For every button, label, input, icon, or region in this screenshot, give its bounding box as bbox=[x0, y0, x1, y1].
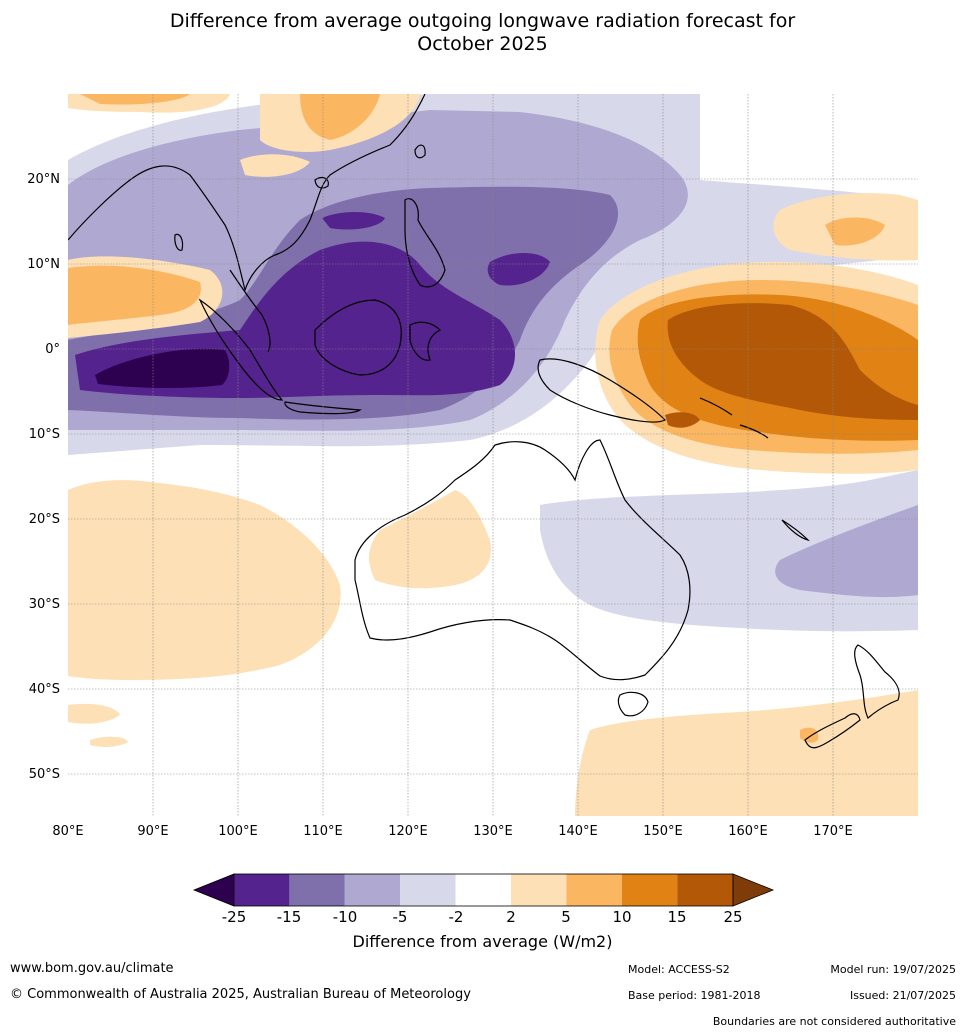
colorbar-tick: 15 bbox=[667, 908, 686, 926]
contour-neg25-neg15-north bbox=[487, 253, 550, 286]
coast-java bbox=[284, 401, 362, 415]
coastlines bbox=[68, 94, 900, 749]
colorbar-tick: 25 bbox=[723, 908, 742, 926]
map-title: Difference from average outgoing longwav… bbox=[0, 10, 965, 56]
lon-label: 80°E bbox=[52, 824, 83, 839]
colorbar-bin bbox=[677, 874, 733, 906]
lon-labels: 80°E 90°E 100°E 110°E 120°E 130°E 140°E … bbox=[52, 824, 852, 839]
coast-borneo bbox=[314, 299, 402, 376]
contour-pos2-5-aus bbox=[368, 490, 491, 589]
lon-label: 170°E bbox=[813, 824, 853, 839]
contour-pos5-10-nz bbox=[800, 727, 819, 743]
title-line-1: Difference from average outgoing longwav… bbox=[169, 10, 796, 32]
colorbar-extend-low bbox=[192, 873, 235, 907]
colorbar-bin bbox=[289, 874, 345, 906]
colorbar-tick: -25 bbox=[222, 908, 247, 926]
lon-label: 100°E bbox=[218, 824, 258, 839]
boundaries-note: Boundaries are not considered authoritat… bbox=[712, 1015, 956, 1028]
coast-philippines bbox=[404, 198, 446, 288]
colorbar-bin bbox=[234, 874, 290, 906]
coast-malay-peninsula bbox=[229, 269, 271, 353]
contour-pos5-10-io bbox=[68, 265, 201, 325]
lon-label: 150°E bbox=[643, 824, 683, 839]
contour-lt-neg25 bbox=[95, 348, 230, 388]
lat-label: 20°N bbox=[27, 172, 60, 187]
colorbar-bin bbox=[400, 874, 456, 906]
colorbar-bin bbox=[566, 874, 622, 906]
coast-tasmania bbox=[617, 691, 649, 717]
lat-label: 0° bbox=[45, 342, 60, 357]
lat-label: 40°S bbox=[29, 682, 60, 697]
coast-nz-north bbox=[854, 644, 900, 719]
website-link[interactable]: www.bom.gov.au/climate bbox=[10, 961, 174, 976]
copyright-text: © Commonwealth of Australia 2025, Austra… bbox=[10, 987, 471, 1002]
contour-pos2-5-china bbox=[240, 154, 310, 177]
colorbar: -25 -15 -10 -5 -2 2 5 10 15 25 bbox=[192, 873, 775, 926]
coast-australia bbox=[354, 439, 691, 681]
base-period-text: Base period: 1981-2018 bbox=[628, 989, 761, 1002]
contour-pos2-5-aus-w bbox=[68, 480, 341, 680]
colorbar-bin bbox=[344, 874, 401, 906]
contour-pos2-5-so bbox=[575, 690, 918, 816]
contour-neg10-neg5-aus-e bbox=[775, 505, 918, 598]
colorbar-tick: 10 bbox=[612, 908, 631, 926]
coast-new-caledonia bbox=[781, 519, 810, 542]
coast-png bbox=[537, 358, 667, 423]
contour-pos5-10-nw bbox=[80, 94, 190, 105]
colorbar-tick: -5 bbox=[393, 908, 408, 926]
coast-taiwan bbox=[414, 144, 426, 159]
lat-label: 10°N bbox=[27, 257, 60, 272]
colorbar-bin bbox=[455, 874, 511, 906]
colorbar-bin bbox=[511, 874, 567, 906]
lat-label: 30°S bbox=[29, 597, 60, 612]
lon-label: 110°E bbox=[303, 824, 343, 839]
lat-label: 20°S bbox=[29, 512, 60, 527]
coast-nz-south bbox=[804, 713, 861, 749]
lat-label: 10°S bbox=[29, 427, 60, 442]
coast-sulawesi bbox=[409, 321, 442, 361]
coast-hainan bbox=[314, 176, 329, 189]
contour-pos15-25-pac bbox=[667, 303, 918, 420]
lon-label: 130°E bbox=[473, 824, 513, 839]
lon-label: 120°E bbox=[388, 824, 428, 839]
colorbar-extend-high bbox=[732, 873, 775, 907]
coast-asia-mainland bbox=[68, 94, 426, 293]
contour-pos5-10-nc bbox=[300, 94, 380, 140]
colorbar-tick: -2 bbox=[449, 908, 464, 926]
model-run-text: Model run: 19/07/2025 bbox=[830, 963, 956, 976]
lat-labels: 20°N 10°N 0° 10°S 20°S 30°S 40°S 50°S bbox=[27, 172, 60, 782]
contour-pos2-5-sw bbox=[68, 703, 120, 724]
colorbar-bin bbox=[621, 874, 678, 906]
model-text: Model: ACCESS-S2 bbox=[628, 963, 730, 976]
coast-sumatra bbox=[198, 298, 284, 401]
coast-sri-lanka bbox=[174, 233, 184, 251]
contour-pos5-10-ne bbox=[825, 217, 885, 246]
gridlines bbox=[68, 94, 918, 816]
lon-label: 90°E bbox=[137, 824, 168, 839]
lon-label: 140°E bbox=[558, 824, 598, 839]
colorbar-title: Difference from average (W/m2) bbox=[352, 932, 613, 951]
title-line-2: October 2025 bbox=[417, 33, 548, 55]
coast-solomons bbox=[699, 397, 769, 439]
contour-pos2-5-sw2 bbox=[90, 736, 128, 747]
colorbar-tick: 5 bbox=[561, 908, 571, 926]
colorbar-tick: 2 bbox=[506, 908, 516, 926]
colorbar-tick: -10 bbox=[333, 908, 358, 926]
issued-text: Issued: 21/07/2025 bbox=[849, 989, 956, 1002]
contour-neg25-neg15-scs bbox=[322, 212, 385, 230]
contour-pos15-25-pac-b bbox=[665, 412, 700, 428]
lon-label: 160°E bbox=[728, 824, 768, 839]
colorbar-tick: -15 bbox=[277, 908, 302, 926]
lat-label: 50°S bbox=[29, 767, 60, 782]
